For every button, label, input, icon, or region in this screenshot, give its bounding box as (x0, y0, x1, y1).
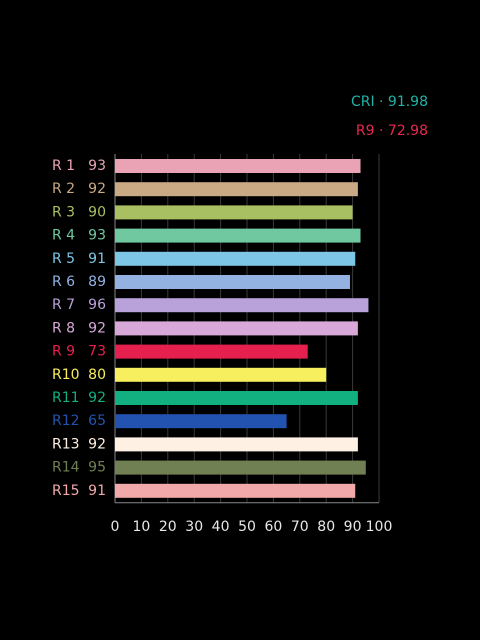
bar (115, 344, 308, 359)
value-label: 80 (88, 367, 106, 383)
y-tick-label: R 1 (52, 158, 75, 174)
value-label: 91 (88, 483, 106, 499)
y-tick-label: R10 (52, 367, 80, 383)
y-tick-label: R 6 (52, 274, 75, 290)
bar (115, 437, 358, 452)
annotation: CRI · 91.98 (351, 94, 428, 110)
annotation: R9 · 72.98 (356, 123, 428, 139)
value-label: 65 (88, 413, 106, 429)
y-tick-label: R 2 (52, 181, 75, 197)
x-tick-label: 90 (344, 519, 362, 535)
bar (115, 275, 350, 289)
value-label: 91 (88, 251, 106, 267)
y-tick-label: R 3 (52, 204, 75, 220)
bar (115, 159, 361, 173)
value-label: 73 (88, 344, 106, 360)
y-tick-label: R 9 (52, 344, 75, 360)
value-label: 92 (88, 181, 106, 197)
bar (115, 205, 353, 220)
value-label: 95 (88, 460, 106, 476)
bar (115, 228, 361, 243)
x-tick-label: 70 (291, 519, 309, 535)
bar (115, 251, 356, 266)
x-tick-label: 60 (264, 519, 282, 535)
value-label: 90 (88, 204, 106, 220)
value-label: 93 (88, 228, 106, 244)
x-tick-label: 20 (159, 519, 177, 535)
value-label: 92 (88, 320, 106, 336)
bar (115, 460, 366, 475)
y-tick-label: R 4 (52, 228, 75, 244)
y-tick-label: R 5 (52, 251, 75, 267)
bar (115, 321, 358, 336)
y-tick-label: R14 (52, 460, 80, 476)
bar (115, 414, 287, 429)
bar (115, 182, 358, 197)
bar (115, 367, 327, 382)
x-tick-label: 30 (185, 519, 203, 535)
bar (115, 298, 369, 313)
bar (115, 391, 358, 405)
y-tick-label: R12 (52, 413, 80, 429)
x-tick-label: 40 (212, 519, 230, 535)
value-label: 89 (88, 274, 106, 290)
x-tick-label: 50 (238, 519, 256, 535)
value-label: 92 (88, 436, 106, 452)
bar (115, 483, 356, 498)
x-tick-label: 80 (317, 519, 335, 535)
value-label: 93 (88, 158, 106, 174)
y-tick-label: R15 (52, 483, 80, 499)
x-tick-label: 0 (111, 519, 120, 535)
x-tick-label: 10 (132, 519, 150, 535)
x-tick-label: 100 (366, 519, 393, 535)
value-label: 92 (88, 390, 106, 406)
y-tick-label: R13 (52, 436, 80, 452)
y-tick-label: R 8 (52, 320, 75, 336)
y-tick-label: R11 (52, 390, 80, 406)
value-label: 96 (88, 297, 106, 313)
y-tick-label: R 7 (52, 297, 75, 313)
